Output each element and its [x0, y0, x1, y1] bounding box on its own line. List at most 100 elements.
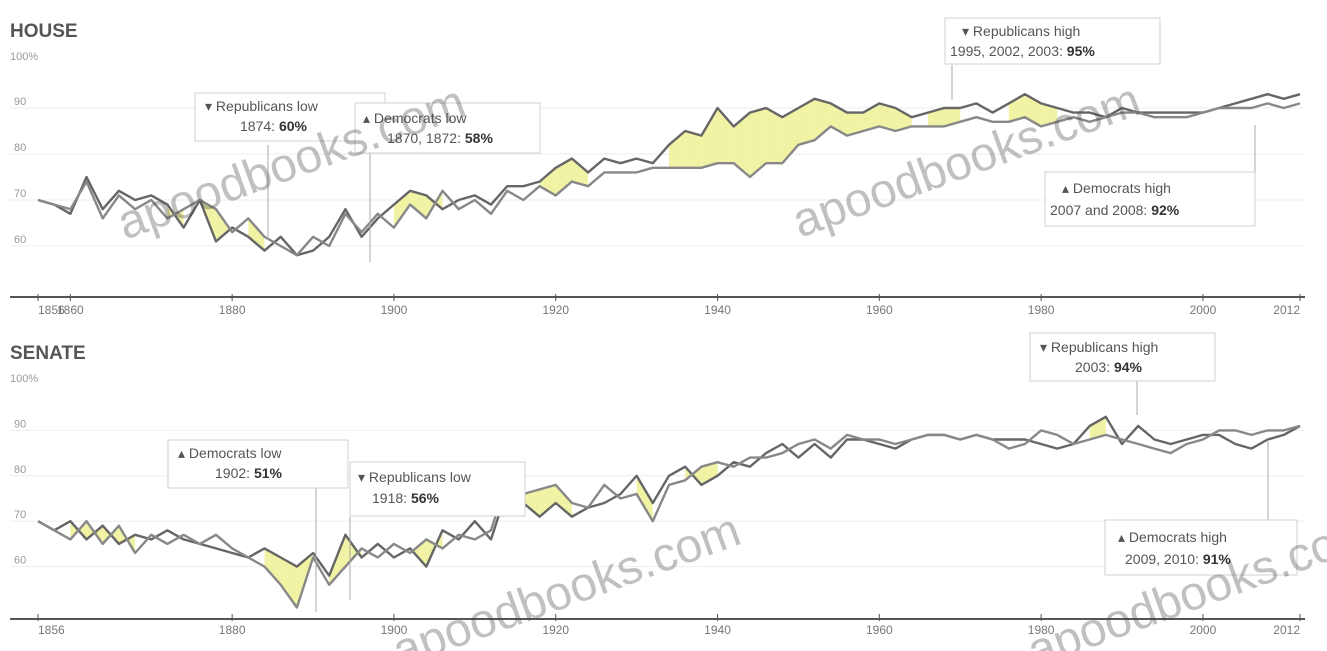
senate-annotation-rep-low: ▾ Republicans low 1918: 56% [349, 461, 526, 600]
svg-text:▴ Democrats high: ▴ Democrats high [1062, 180, 1171, 196]
y-tick-label: 90 [14, 96, 26, 108]
divergence-highlight [846, 112, 864, 136]
svg-text:1918: 56%: 1918: 56% [372, 490, 440, 506]
senate-annotation-dem-high: ▴ Democrats high 2009, 2010: 91% [1104, 440, 1298, 576]
x-tick-label: 1960 [866, 623, 893, 637]
svg-text:▴ Democrats low: ▴ Democrats low [363, 110, 467, 126]
divergence-highlight [669, 131, 686, 168]
divergence-highlight [685, 131, 702, 168]
divergence-highlight [895, 108, 912, 131]
ann-label: Republicans high [973, 23, 1080, 39]
x-tick-label: 1880 [219, 623, 246, 637]
house-gridlines: 90 80 70 60 [10, 96, 1305, 247]
divergence-highlight [717, 108, 734, 164]
ann-label: Democrats low [189, 445, 282, 461]
x-tick-label: 1920 [542, 303, 569, 317]
x-tick-label: 1900 [381, 303, 408, 317]
x-tick-label: 1960 [866, 303, 893, 317]
house-title: HOUSE [10, 21, 78, 42]
divergence-highlight [393, 190, 411, 228]
senate-annotation-rep-high: ▾ Republicans high 2003: 94% [1029, 332, 1216, 415]
divergence-highlight [814, 98, 831, 141]
divergence-highlight [1041, 103, 1058, 127]
x-tick-label: 1940 [704, 303, 731, 317]
house-highlights [167, 94, 1058, 251]
y-tick-label: 70 [14, 188, 26, 200]
x-tick-label: 1856 [38, 303, 65, 317]
svg-text:1902: 51%: 1902: 51% [215, 465, 283, 481]
x-tick-label: 1920 [542, 623, 569, 637]
svg-text:▴ Democrats low: ▴ Democrats low [178, 445, 282, 461]
ann-label: Republicans low [216, 98, 319, 114]
senate-series [37, 415, 1301, 609]
ann-label: Democrats high [1129, 529, 1227, 545]
y-tick-label: 80 [14, 142, 26, 154]
divergence-highlight [410, 539, 427, 567]
svg-text:2003: 94%: 2003: 94% [1075, 359, 1143, 375]
y-tick-label: 60 [14, 234, 26, 246]
svg-text:▾ Republicans low: ▾ Republicans low [205, 98, 319, 114]
x-tick-label: 2000 [1190, 303, 1217, 317]
x-tick-label: 1880 [219, 303, 246, 317]
house-annotation-dem-high: ▴ Democrats high 2007 and 2008: 92% [1044, 125, 1256, 227]
ann-label: Democrats low [374, 110, 467, 126]
divergence-highlight [280, 557, 297, 608]
divergence-highlight [215, 209, 233, 242]
divergence-highlight [733, 112, 750, 177]
divergence-highlight [571, 158, 589, 187]
svg-text:▾ Republicans high: ▾ Republicans high [1040, 339, 1158, 355]
divergence-highlight [248, 218, 265, 251]
house-y-top-label: 100% [10, 51, 38, 63]
senate-annotation-dem-low: ▴ Democrats low 1902: 51% [167, 439, 349, 612]
ann-label: Democrats high [1073, 180, 1171, 196]
divergence-highlight [766, 108, 783, 164]
senate-title: SENATE [10, 343, 86, 364]
divergence-highlight [523, 489, 540, 517]
house-series [37, 93, 1301, 257]
ann-label: Republicans low [369, 469, 472, 485]
house-annotation-dem-low: ▴ Democrats low 1870, 1872: 58% [354, 102, 541, 262]
divergence-highlight [539, 167, 556, 196]
divergence-highlight [749, 108, 767, 177]
divergence-highlight [539, 484, 556, 517]
series-line-2 [37, 424, 1301, 609]
house-annotation-rep-low: ▾ Republicans low 1874: 60% [194, 92, 386, 240]
svg-text:▾ Republicans low: ▾ Republicans low [358, 469, 472, 485]
y-tick-label: 60 [14, 555, 26, 567]
divergence-highlight [410, 190, 427, 219]
x-tick-label: 1856 [38, 623, 65, 637]
x-tick-label: 1860 [57, 303, 84, 317]
x-tick-label: 1980 [1028, 623, 1055, 637]
x-tick-label: 1940 [704, 623, 731, 637]
svg-text:▾ Republicans high: ▾ Republicans high [962, 23, 1080, 39]
divergence-highlight [782, 108, 799, 164]
y-tick-label: 70 [14, 509, 26, 521]
x-tick-label: 2000 [1190, 623, 1217, 637]
x-tick-label: 2012 [1273, 303, 1300, 317]
svg-text:1870, 1872: 58%: 1870, 1872: 58% [387, 130, 493, 146]
divergence-highlight [264, 548, 281, 585]
divergence-highlight [70, 521, 87, 540]
y-tick-label: 90 [14, 418, 26, 430]
svg-text:1995, 2002, 2003: 95%: 1995, 2002, 2003: 95% [950, 43, 1095, 59]
series-line-1 [37, 93, 1301, 257]
senate-panel: SENATE 100% 90 80 70 60 1856 1880 1900 1920 194… [10, 332, 1305, 637]
x-tick-label: 1900 [381, 623, 408, 637]
senate-y-top-label: 100% [10, 373, 38, 385]
x-tick-label: 1980 [1028, 303, 1055, 317]
divergence-highlight [636, 475, 653, 522]
divergence-highlight [798, 98, 815, 145]
divergence-highlight [1089, 416, 1106, 440]
svg-text:2009, 2010: 91%: 2009, 2010: 91% [1125, 551, 1231, 567]
divergence-highlight [701, 462, 718, 485]
divergence-highlight [345, 534, 362, 567]
house-annotation-rep-high: ▾ Republicans high 1995, 2002, 2003: 95% [944, 17, 1161, 100]
divergence-highlight [555, 158, 572, 196]
divergence-highlight [555, 484, 572, 517]
y-tick-label: 80 [14, 464, 26, 476]
x-tick-label: 2012 [1273, 623, 1300, 637]
series-line-2 [37, 102, 1301, 257]
